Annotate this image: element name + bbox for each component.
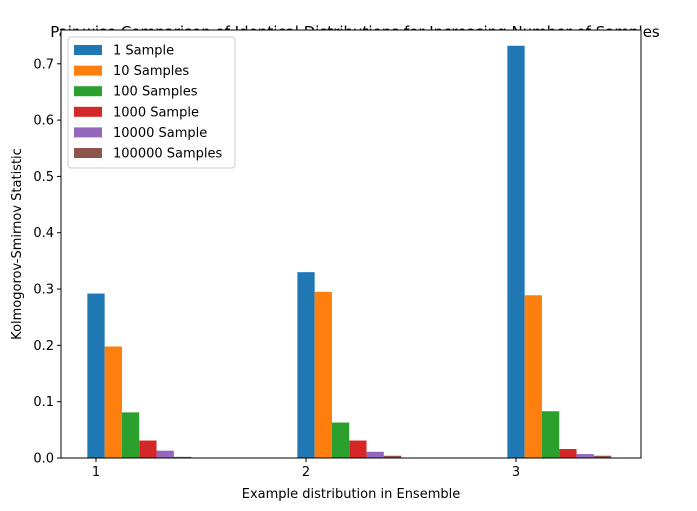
y-tick-label-7: 0.7: [33, 57, 54, 72]
bar-series-4-cat-1: [139, 440, 157, 458]
bar-series-1-cat-1: [87, 293, 105, 458]
x-tick-label-3: 3: [512, 465, 520, 480]
bar-series-2-cat-3: [524, 295, 542, 458]
x-tick-label-2: 2: [302, 465, 310, 480]
y-tick-label-0: 0.0: [33, 452, 54, 467]
bar-series-6-cat-2: [383, 455, 402, 458]
bar-series-1-cat-3: [507, 45, 525, 459]
legend-items: 1 Sample 10 Samples 100 Samples 1000 Sample…: [74, 44, 223, 162]
legend-label-3: 100 Samples: [113, 85, 198, 100]
y-tick-label-4: 0.4: [33, 226, 54, 241]
y-tick-label-6: 0.6: [33, 114, 54, 129]
bar-series-6-cat-1: [173, 456, 192, 458]
legend-box: [67, 36, 236, 169]
y-tick-label-1: 0.1: [33, 395, 54, 410]
bar-series-3-cat-1: [121, 412, 140, 458]
bar-series-5-cat-2: [366, 451, 384, 458]
legend-swatch-5: [74, 127, 102, 138]
legend-label-1: 1 Sample: [113, 44, 174, 59]
y-tick-label-3: 0.3: [33, 283, 54, 298]
bar-series-2-cat-1: [104, 346, 122, 458]
legend-swatch-4: [74, 106, 102, 117]
bar-series-4-cat-2: [349, 440, 367, 458]
x-axis-label: Example distribution in Ensemble: [242, 487, 460, 502]
legend-label-5: 10000 Sample: [113, 126, 207, 141]
bar-series-6-cat-3: [593, 455, 612, 458]
y-axis-label: Kolmogorov-Smirnov Statistic: [10, 148, 25, 340]
y-tick-label-2: 0.2: [33, 339, 54, 354]
legend: 1 Sample 10 Samples 100 Samples 1000 Sample…: [67, 36, 236, 169]
x-tick-label-1: 1: [92, 465, 100, 480]
bar-series-2-cat-2: [314, 291, 332, 458]
bar-series-3-cat-2: [331, 422, 350, 458]
legend-label-2: 10 Samples: [113, 64, 189, 79]
bar-series-5-cat-3: [576, 454, 594, 458]
legend-label-4: 1000 Sample: [113, 105, 199, 120]
legend-swatch-3: [74, 86, 102, 97]
plot-frame: [60, 29, 642, 459]
bars-group: [87, 45, 612, 459]
legend-swatch-1: [74, 45, 102, 55]
y-axis-ticks: 0.0 0.1 0.2 0.3 0.4 0.5 0.6 0.7: [33, 57, 61, 467]
y-tick-label-5: 0.5: [33, 170, 54, 185]
bar-series-5-cat-1: [156, 450, 174, 458]
legend-label-6: 100000 Samples: [113, 147, 223, 162]
bar-series-4-cat-3: [559, 448, 577, 458]
legend-swatch-2: [74, 65, 102, 76]
x-axis-ticks: 1 2 3: [92, 458, 520, 480]
legend-swatch-6: [74, 148, 102, 158]
bar-series-3-cat-3: [541, 411, 560, 458]
bar-series-1-cat-2: [297, 272, 315, 458]
